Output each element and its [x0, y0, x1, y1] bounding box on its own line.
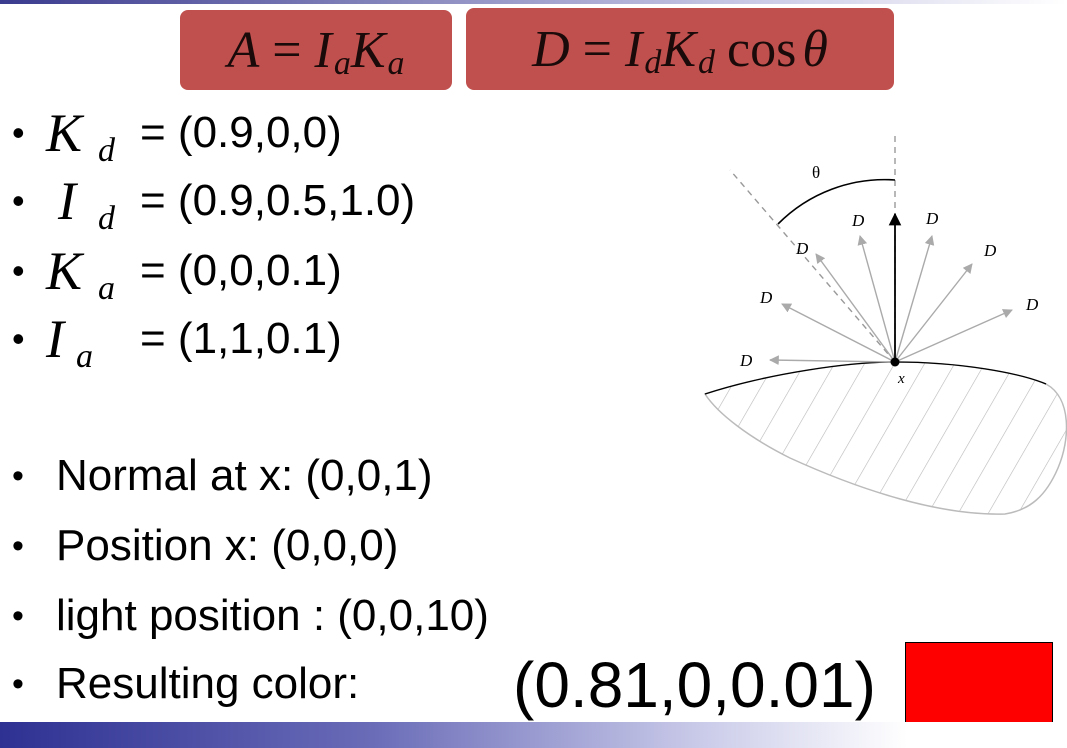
- param-subscript: d: [98, 200, 115, 237]
- ray-label: D: [925, 209, 939, 228]
- theta-label: θ: [812, 163, 820, 182]
- resulting-color-swatch: [905, 642, 1053, 730]
- bottom-accent-bar: [0, 722, 1067, 748]
- bullet-light-position: • light position : (0,0,10): [12, 586, 489, 646]
- param-value: = (1,1,0.1): [140, 314, 342, 363]
- ray-label: D: [795, 239, 809, 258]
- diffuse-reflection-diagram: θ D D D D D D D x: [703, 136, 1067, 515]
- formula-symbol: K: [350, 21, 386, 79]
- ray-arrow: [781, 303, 896, 363]
- bullet-dot: •: [12, 250, 25, 291]
- bullet-dot: •: [12, 526, 24, 565]
- param-item-ia: • I a = (1,1,0.1): [12, 306, 342, 375]
- formula-theta: θ: [802, 20, 828, 78]
- bullet-text: Position x: (0,0,0): [56, 521, 399, 570]
- point-label: x: [897, 371, 905, 387]
- formula-symbol: A: [227, 21, 260, 79]
- ray-arrow: [894, 263, 973, 363]
- bullet-text: Resulting color:: [56, 659, 360, 708]
- param-symbol: I: [46, 309, 64, 369]
- ray-arrow: [815, 253, 896, 363]
- bullet-dot: •: [12, 664, 24, 703]
- param-item-kd: • K d = (0.9,0,0): [12, 100, 342, 169]
- param-value: = (0.9,0.5,1.0): [140, 176, 416, 225]
- ray-label: D: [739, 351, 753, 370]
- bullet-text: Normal at x: (0,0,1): [56, 451, 433, 500]
- ray-arrow: [857, 235, 896, 363]
- formula-subscript: d: [644, 44, 662, 81]
- bullet-normal: • Normal at x: (0,0,1): [12, 446, 433, 506]
- param-value: = (0.9,0,0): [140, 108, 342, 157]
- param-value: = (0,0,0.1): [140, 246, 342, 295]
- ray-label: D: [1025, 295, 1039, 314]
- bullet-dot: •: [12, 456, 24, 495]
- param-symbol: K: [46, 241, 83, 301]
- top-accent-bar: [0, 0, 1067, 4]
- formula-symbol: D: [532, 20, 570, 78]
- param-item-id: • I d = (0.9,0.5,1.0): [12, 168, 416, 237]
- bullet-dot: •: [12, 112, 25, 153]
- formula-symbol: I: [625, 20, 643, 78]
- ray-arrow: [894, 309, 1013, 363]
- bullet-dot: •: [12, 180, 25, 221]
- formula-subscript: a: [387, 45, 405, 82]
- formula-equals: =: [259, 21, 315, 79]
- bullet-position: • Position x: (0,0,0): [12, 516, 398, 576]
- surface-point: [890, 357, 900, 367]
- surface-shape: [703, 361, 1067, 515]
- param-symbol: K: [46, 103, 83, 163]
- formula-cos: cos: [727, 20, 797, 78]
- param-subscript: a: [98, 270, 115, 307]
- bullet-dot: •: [12, 318, 25, 359]
- formula-symbol: K: [661, 20, 697, 78]
- param-subscript: a: [76, 338, 93, 375]
- param-symbol: I: [58, 171, 76, 231]
- bullet-text: light position : (0,0,10): [56, 591, 489, 640]
- formula-equals: =: [569, 20, 625, 78]
- ray-arrow: [894, 235, 935, 363]
- ray-label: D: [759, 288, 773, 307]
- theta-arc: [777, 178, 896, 225]
- ray-arrow: [769, 355, 896, 366]
- light-guide-line: [729, 169, 896, 363]
- ray-label: D: [983, 241, 997, 260]
- resulting-color-value: (0.81,0,0.01): [513, 649, 876, 721]
- formula-subscript: a: [333, 45, 351, 82]
- formula-symbol: I: [314, 21, 332, 79]
- bullet-resulting-color: • Resulting color:: [12, 654, 359, 714]
- bullet-dot: •: [12, 596, 24, 635]
- param-subscript: d: [98, 132, 115, 169]
- formula-subscript: d: [698, 44, 716, 81]
- param-item-ka: • K a = (0,0,0.1): [12, 238, 342, 307]
- ray-label: D: [851, 211, 865, 230]
